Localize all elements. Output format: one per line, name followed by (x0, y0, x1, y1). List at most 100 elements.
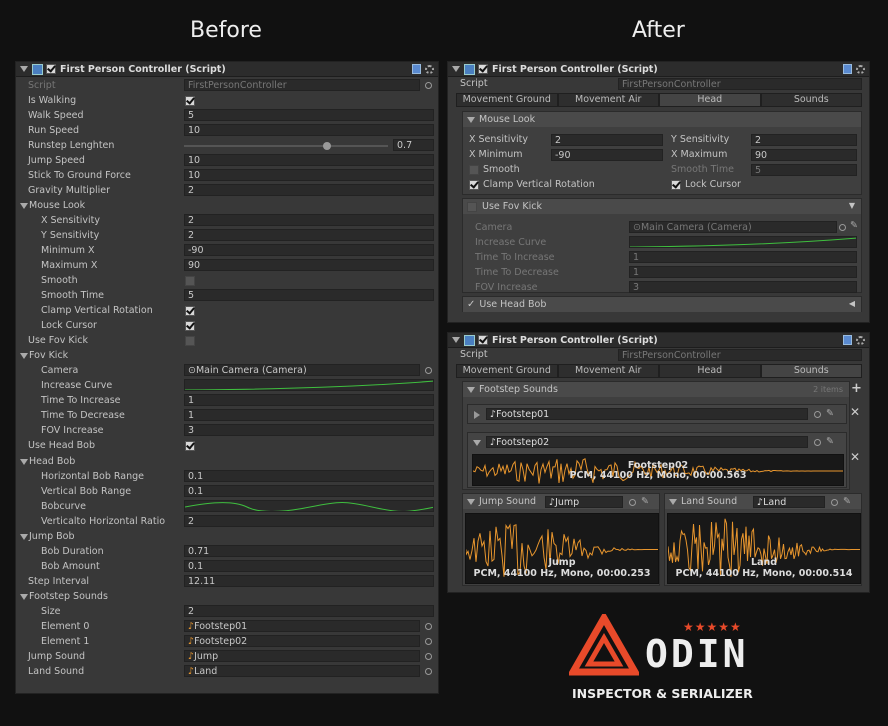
toggle-checkbox[interactable] (185, 96, 195, 107)
value-field[interactable]: 2 (184, 184, 434, 197)
footstep02-field[interactable]: ♪Footstep02 (486, 436, 808, 448)
object-picker-icon[interactable] (831, 499, 838, 506)
foldout-arrow-icon[interactable] (20, 533, 28, 540)
value-field[interactable]: 0.1 (184, 469, 434, 482)
value-field[interactable]: 12.11 (184, 574, 434, 587)
jump-sound-field[interactable]: ♪Jump (545, 496, 623, 508)
value-field[interactable]: 10 (184, 154, 434, 167)
tab-movement-air[interactable]: Movement Air (557, 93, 659, 107)
mouse-look-header[interactable]: Mouse Look (463, 112, 861, 127)
x-minimum-field[interactable]: -90 (551, 149, 663, 161)
foldout-arrow-icon[interactable] (452, 66, 460, 72)
foldout-arrow-icon[interactable] (669, 498, 677, 505)
toggle-checkbox[interactable] (185, 306, 195, 317)
pencil-icon[interactable]: ✎ (843, 496, 851, 507)
remove-item-button[interactable]: ✕ (850, 450, 861, 464)
foldout-arrow-icon[interactable] (20, 66, 28, 72)
toggle-checkbox[interactable] (185, 336, 195, 347)
tab-movement-air[interactable]: Movement Air (557, 364, 659, 378)
tab-movement-ground[interactable]: Movement Ground (456, 364, 558, 378)
object-picker-icon[interactable] (425, 637, 432, 645)
toggle-checkbox[interactable] (185, 321, 195, 332)
value-field[interactable]: -90 (184, 244, 434, 257)
enabled-checkbox[interactable] (478, 64, 488, 74)
footstep-sounds-header[interactable]: Footstep Sounds 2 items (463, 382, 849, 397)
pencil-icon[interactable]: ✎ (826, 408, 834, 419)
component-header[interactable]: First Person Controller (Script) (16, 62, 438, 77)
object-picker-icon[interactable] (425, 367, 432, 375)
object-field[interactable]: ♪Jump (184, 649, 420, 662)
tab-head[interactable]: Head (659, 364, 761, 378)
foldout-arrow-icon[interactable] (20, 203, 28, 210)
value-field[interactable]: 10 (184, 169, 434, 182)
object-picker-icon[interactable] (425, 622, 432, 630)
value-field[interactable]: 0.1 (184, 484, 434, 497)
pencil-icon[interactable]: ✎ (641, 496, 649, 507)
object-picker-icon[interactable] (425, 667, 432, 675)
dropdown-arrow-icon[interactable]: ▼ (848, 201, 855, 210)
pencil-icon[interactable]: ✎ (850, 220, 858, 231)
enabled-checkbox[interactable] (46, 64, 56, 74)
component-header[interactable]: First Person Controller (Script) (448, 62, 869, 77)
foldout-arrow-icon[interactable] (20, 593, 28, 600)
pencil-icon[interactable]: ✎ (826, 436, 834, 447)
value-field[interactable]: 2 (184, 214, 434, 227)
slider-track[interactable] (184, 145, 388, 148)
clamp-vertical-checkbox[interactable] (469, 180, 479, 190)
object-field[interactable]: ♪Footstep01 (184, 619, 420, 632)
value-field[interactable]: 2 (184, 514, 434, 527)
foldout-arrow-icon[interactable] (452, 337, 460, 343)
object-picker-icon[interactable] (425, 652, 432, 660)
fov-kick-header[interactable]: Use Fov Kick ▼ (463, 199, 861, 214)
value-field[interactable]: 2 (184, 229, 434, 242)
foldout-label[interactable]: Fov Kick (29, 350, 69, 362)
use-fov-kick-checkbox[interactable] (467, 201, 477, 212)
object-field[interactable]: ♪Land (184, 664, 420, 677)
foldout-label[interactable]: Footstep Sounds (29, 590, 108, 602)
land-sound-field[interactable]: ♪Land (753, 496, 825, 508)
value-field[interactable]: 0.71 (184, 544, 434, 557)
tab-sounds[interactable]: Sounds (760, 93, 862, 107)
foldout-arrow-icon[interactable] (20, 353, 28, 360)
checkmark-icon[interactable]: ✓ (467, 299, 476, 310)
x-maximum-field[interactable]: 90 (751, 149, 857, 161)
y-sensitivity-field[interactable]: 2 (751, 134, 857, 146)
foldout-arrow-icon[interactable] (20, 458, 28, 465)
gear-icon[interactable] (856, 65, 865, 74)
object-field[interactable]: ♪Footstep02 (184, 634, 420, 647)
component-header[interactable]: First Person Controller (Script) (448, 333, 869, 348)
x-sensitivity-field[interactable]: 2 (551, 134, 663, 146)
value-field[interactable]: 1 (184, 409, 434, 422)
value-field[interactable]: 90 (184, 259, 434, 272)
foldout-arrow-icon[interactable] (467, 116, 475, 123)
curve-field[interactable] (184, 379, 434, 392)
help-book-icon[interactable] (412, 64, 421, 74)
value-field[interactable]: 5 (184, 289, 434, 302)
object-picker-icon[interactable] (425, 82, 432, 89)
gear-icon[interactable] (425, 65, 434, 74)
remove-item-button[interactable]: ✕ (850, 405, 861, 419)
value-field[interactable]: 2 (184, 604, 434, 617)
curve-field[interactable] (184, 499, 434, 512)
gear-icon[interactable] (856, 336, 865, 345)
value-field[interactable]: 3 (184, 424, 434, 437)
toggle-checkbox[interactable] (185, 441, 195, 452)
value-field[interactable]: 5 (184, 109, 434, 122)
object-picker-icon[interactable] (814, 439, 821, 446)
object-picker-icon[interactable] (814, 411, 821, 418)
toggle-checkbox[interactable] (185, 276, 195, 287)
help-book-icon[interactable] (843, 335, 852, 345)
object-field[interactable]: ⊙Main Camera (Camera) (184, 364, 420, 377)
object-picker-icon[interactable] (629, 499, 636, 506)
foldout-arrow-icon[interactable] (467, 498, 475, 505)
value-field[interactable]: 1 (184, 394, 434, 407)
tab-movement-ground[interactable]: Movement Ground (456, 93, 558, 107)
add-item-button[interactable]: + (851, 381, 862, 396)
foldout-arrow-icon[interactable] (473, 440, 481, 446)
object-picker-icon[interactable] (839, 224, 846, 231)
foldout-arrow-icon[interactable] (467, 386, 475, 393)
foldout-label[interactable]: Head Bob (29, 455, 76, 467)
value-field[interactable]: 10 (184, 124, 434, 137)
smooth-checkbox[interactable] (469, 165, 479, 175)
tab-head[interactable]: Head (659, 93, 761, 107)
